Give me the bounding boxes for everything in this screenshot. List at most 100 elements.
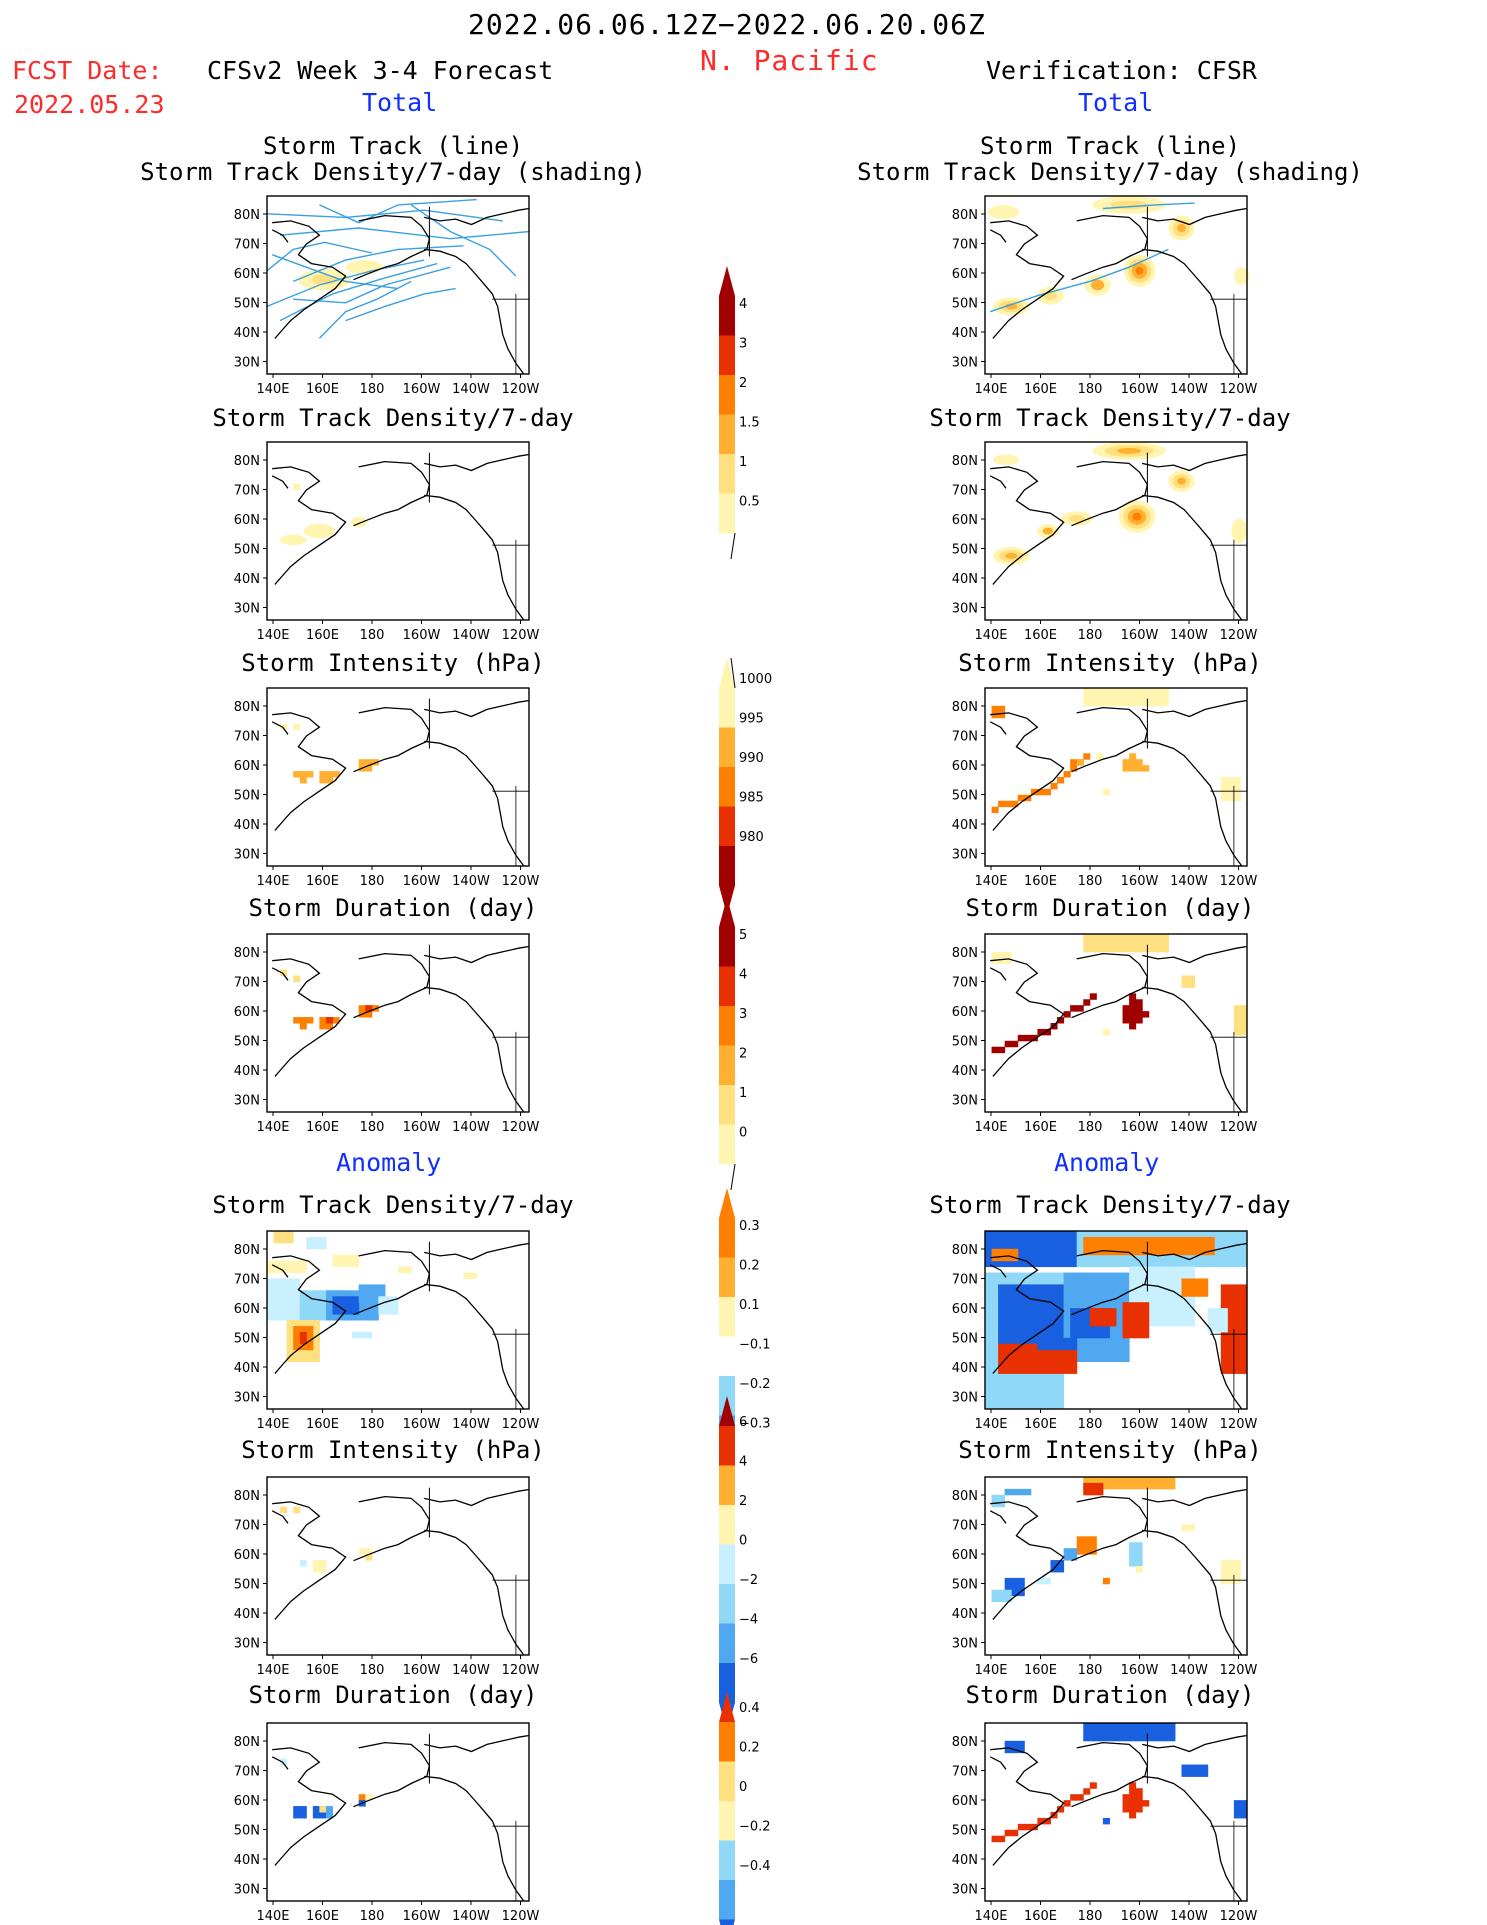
lon-label: 160W [403,628,441,643]
lat-label: 80N [234,1489,260,1504]
lat-label: 30N [952,848,978,863]
lat-label: 70N [952,976,978,991]
colorbar-label: 995 [739,712,764,727]
lat-label: 40N [952,1853,978,1868]
colorbar-duration-anom: 0.4 0.2 0 −0.2 −0.4 [719,1692,771,1925]
lat-label: 30N [234,602,260,617]
lon-label: 120W [502,382,540,397]
lat-label: 60N [234,1548,260,1563]
colorbar-label: 0.4 [739,1701,760,1716]
lat-label: 50N [234,1578,260,1593]
title-l3: Storm Intensity (hPa) [241,649,545,677]
colorbar-label: −2 [739,1573,758,1588]
lat-label: 70N [234,1273,260,1288]
colorbar-label: 4 [739,968,747,983]
lon-label: 160E [306,382,339,397]
lon-label: 180 [360,1909,385,1924]
map-left-density: 80N 70N 60N 50N 40N 30N 140E 160E 180 160W 140W 120… [234,441,539,643]
title-r7: Storm Duration (day) [965,1681,1255,1709]
map-right-duration: 80N 70N 60N 50N 40N 30N 140E 160E 180 160W 140W 120… [952,933,1257,1135]
colorbar-intensity-total: 1000 995 990 985 980 [719,657,772,916]
colorbar-label: 4 [739,1455,747,1470]
lat-label: 60N [234,1794,260,1809]
lat-label: 70N [952,730,978,745]
map-right-density-anom: 80N 70N 60N 50N 40N 30N 140E 160E 180 160W 140W 120… [952,1230,1257,1432]
lon-label: 160E [1024,1663,1057,1678]
colorbar-label: 2 [739,1047,747,1062]
lat-label: 60N [952,759,978,774]
lon-label: 160W [403,1663,441,1678]
colorbar-duration-total: 5 4 3 2 1 0 [719,897,747,1191]
colorbar-label: 5 [739,928,747,943]
colorbar-label: 2 [739,1494,747,1509]
lon-label: 160E [306,1909,339,1924]
lat-label: 50N [952,1824,978,1839]
lon-label: 140W [1170,874,1208,889]
lat-label: 60N [234,1005,260,1020]
lon-label: 120W [1220,382,1258,397]
lat-label: 80N [234,454,260,469]
lon-label: 160E [1024,1417,1057,1432]
fcst-date-value: 2022.05.23 [14,90,165,119]
lon-label: 140E [974,382,1007,397]
lat-label: 40N [234,326,260,341]
lon-label: 160E [306,874,339,889]
lat-label: 50N [234,1035,260,1050]
map-right-intensity-anom: 80N 70N 60N 50N 40N 30N 140E 160E 180 160W 140W 120… [952,1476,1257,1678]
title-r1b: Storm Track Density/7-day (shading) [857,158,1363,186]
lat-label: 40N [952,1064,978,1079]
colorbar-label: 1.5 [739,416,760,431]
lat-label: 30N [234,848,260,863]
left-total-label: Total [362,88,438,117]
colorbar-label: 980 [739,830,764,845]
lat-label: 60N [952,513,978,528]
lon-label: 160W [1121,1417,1159,1432]
colorbar-label: −4 [739,1613,758,1628]
colorbar-label: 0 [739,1534,747,1549]
lat-label: 80N [952,208,978,223]
right-total-label: Total [1078,88,1154,117]
lat-label: 80N [234,946,260,961]
lat-label: 30N [234,356,260,371]
lon-label: 180 [1078,1120,1103,1135]
colorbar-label: 985 [739,791,764,806]
lat-label: 30N [234,1391,260,1406]
lon-label: 140W [1170,1120,1208,1135]
lat-label: 80N [234,208,260,223]
colorbar-label: 990 [739,751,764,766]
lon-label: 140E [974,628,1007,643]
map-left-track-lines: 80N 70N 60N 50N 40N 30N 140E 160E 180 160W 140W 120… [234,195,540,397]
lon-label: 120W [502,1120,540,1135]
title-l7: Storm Duration (day) [248,1681,538,1709]
lat-label: 50N [952,1578,978,1593]
lat-label: 50N [952,297,978,312]
lat-label: 80N [952,946,978,961]
lat-label: 30N [234,1094,260,1109]
lat-label: 60N [234,267,260,282]
lat-label: 80N [952,454,978,469]
lon-label: 140E [256,1663,289,1678]
colorbar-label: −6 [739,1652,758,1667]
lat-label: 40N [234,1607,260,1622]
lat-label: 50N [952,1035,978,1050]
lon-label: 180 [1078,874,1103,889]
lon-label: 180 [360,382,385,397]
lon-label: 160W [403,1120,441,1135]
right-column-header: Verification: CFSR [986,56,1257,85]
lon-label: 120W [1220,874,1258,889]
lon-label: 140W [452,1417,490,1432]
lon-label: 140W [1170,1417,1208,1432]
lat-label: 70N [234,1765,260,1780]
colorbar-intensity-anom: 6 4 2 0 −2 −4 −6 [719,1396,758,1733]
lon-label: 180 [1078,1417,1103,1432]
lon-label: 180 [1078,628,1103,643]
title-l2: Storm Track Density/7-day [212,404,574,432]
lat-label: 30N [952,1094,978,1109]
lat-label: 70N [952,1765,978,1780]
lon-label: 140E [256,874,289,889]
colorbar-label: 0 [739,1126,747,1141]
lat-label: 70N [952,238,978,253]
colorbar-label: 3 [739,337,747,352]
lon-label: 180 [1078,1909,1103,1924]
